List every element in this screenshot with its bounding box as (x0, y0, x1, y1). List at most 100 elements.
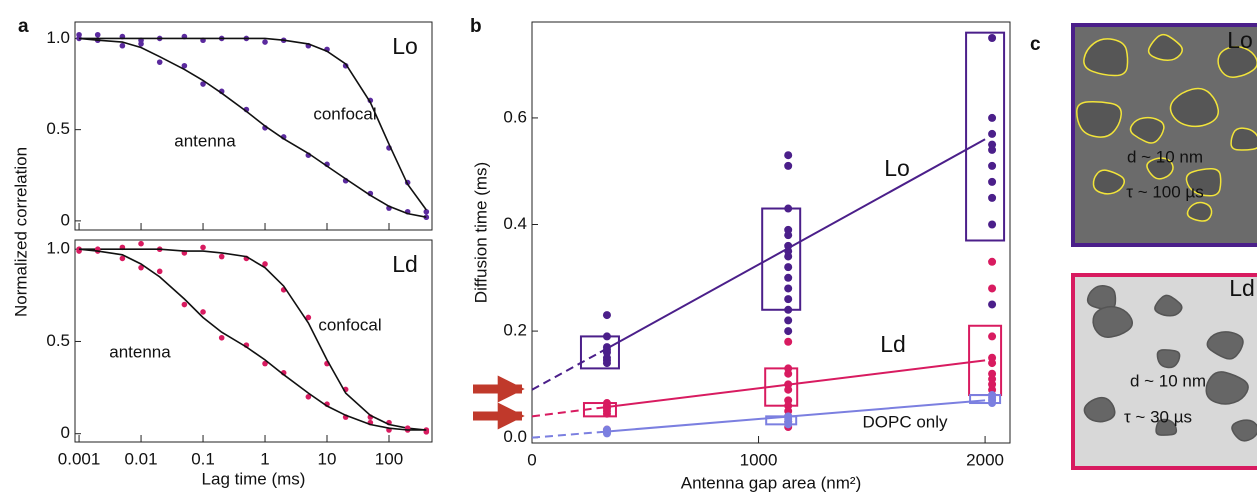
panel-label: b (470, 16, 482, 37)
domain-blob (1076, 101, 1122, 138)
data-point (138, 240, 144, 247)
domain-blob (1154, 294, 1183, 317)
plot-frame (74, 21, 433, 231)
box-label: Lo (1227, 27, 1253, 53)
data-point (988, 145, 997, 154)
curve-label: antenna (174, 131, 236, 150)
time-label: τ ~ 30 µs (1124, 407, 1192, 426)
fit-line (531, 431, 601, 439)
data-point (200, 244, 206, 251)
x-tick-label: 0.001 (58, 449, 101, 468)
data-point (988, 399, 997, 408)
x-tick-label: 1 (260, 449, 269, 468)
data-point (262, 39, 268, 45)
domain-blob (1185, 168, 1222, 197)
domain-blob (1156, 349, 1181, 369)
data-point (784, 263, 793, 272)
data-point (988, 193, 997, 202)
data-point (305, 394, 312, 400)
data-point (988, 300, 997, 309)
data-point (138, 264, 144, 271)
y-tick-label: 0.4 (503, 214, 527, 233)
domain-blob (1231, 419, 1257, 442)
domain-blob (1086, 285, 1117, 310)
fit-line (531, 351, 601, 391)
fit-line (79, 37, 427, 211)
data-point (784, 316, 793, 325)
y-tick-label: 0.0 (503, 427, 527, 446)
data-point (988, 129, 997, 138)
data-point (181, 62, 188, 69)
data-point (156, 268, 163, 275)
size-label: d ~ 10 nm (1127, 147, 1203, 166)
data-point (181, 301, 188, 308)
data-point (94, 31, 101, 38)
panel-label: c (1030, 34, 1041, 55)
data-point (602, 332, 611, 341)
data-point (784, 273, 793, 282)
data-point (200, 309, 206, 315)
plot-frame (74, 239, 433, 443)
data-point (988, 220, 997, 229)
data-point (602, 409, 611, 418)
y-axis-label: Diffusion time (ms) (471, 162, 490, 303)
data-point (784, 151, 793, 160)
domain-blob (1092, 169, 1126, 195)
data-point (602, 311, 611, 320)
domain-blob (1205, 371, 1249, 405)
x-tick-label: 1000 (740, 450, 778, 469)
domain-blob (1083, 38, 1129, 77)
data-point (602, 359, 611, 368)
fit-line (599, 138, 986, 354)
x-tick-label: 0.1 (191, 449, 215, 468)
range-box (969, 394, 1002, 405)
range-box (761, 207, 802, 311)
data-point (784, 204, 793, 213)
data-point (784, 369, 793, 378)
series-label: Lo (884, 155, 910, 181)
data-point (262, 261, 268, 267)
y-tick-label: 0.5 (46, 119, 70, 138)
data-point (988, 284, 997, 293)
data-point (784, 305, 793, 314)
box-label: Ld (1229, 275, 1255, 301)
y-tick-label: 1.0 (46, 239, 70, 258)
curve-label: antenna (109, 342, 171, 361)
range-box (965, 31, 1006, 242)
x-tick-label: 2000 (966, 450, 1004, 469)
fit-line (599, 399, 986, 434)
fit-line (79, 248, 427, 431)
series-label: Ld (880, 331, 906, 357)
y-tick-label: 0.2 (503, 321, 527, 340)
x-tick-label: 0.01 (125, 449, 158, 468)
data-point (119, 255, 126, 262)
data-point (784, 337, 793, 346)
data-point (218, 253, 225, 260)
domain-blob (1092, 305, 1133, 338)
domain-blob (1155, 418, 1178, 436)
curve-label: confocal (318, 315, 381, 334)
data-point (262, 360, 268, 367)
x-tick-label: 100 (375, 449, 403, 468)
data-point (988, 257, 997, 266)
data-point (988, 113, 997, 122)
data-point (784, 284, 793, 293)
y-tick-label: 0.5 (46, 331, 70, 350)
domain-blob (1129, 116, 1165, 144)
panel-label: a (18, 16, 29, 37)
y-tick-label: 0 (61, 423, 70, 442)
fit-line (79, 248, 427, 431)
data-point (988, 359, 997, 368)
data-point (200, 81, 206, 87)
data-point (988, 177, 997, 186)
fit-line (599, 359, 986, 409)
data-point (784, 420, 793, 429)
data-point (138, 41, 144, 47)
data-point (305, 314, 312, 321)
domain-blob (1146, 157, 1174, 180)
fit-line (79, 37, 427, 218)
data-point (156, 59, 163, 65)
curve-label: confocal (313, 104, 376, 123)
x-tick-label: 10 (318, 449, 337, 468)
data-point (119, 42, 126, 49)
